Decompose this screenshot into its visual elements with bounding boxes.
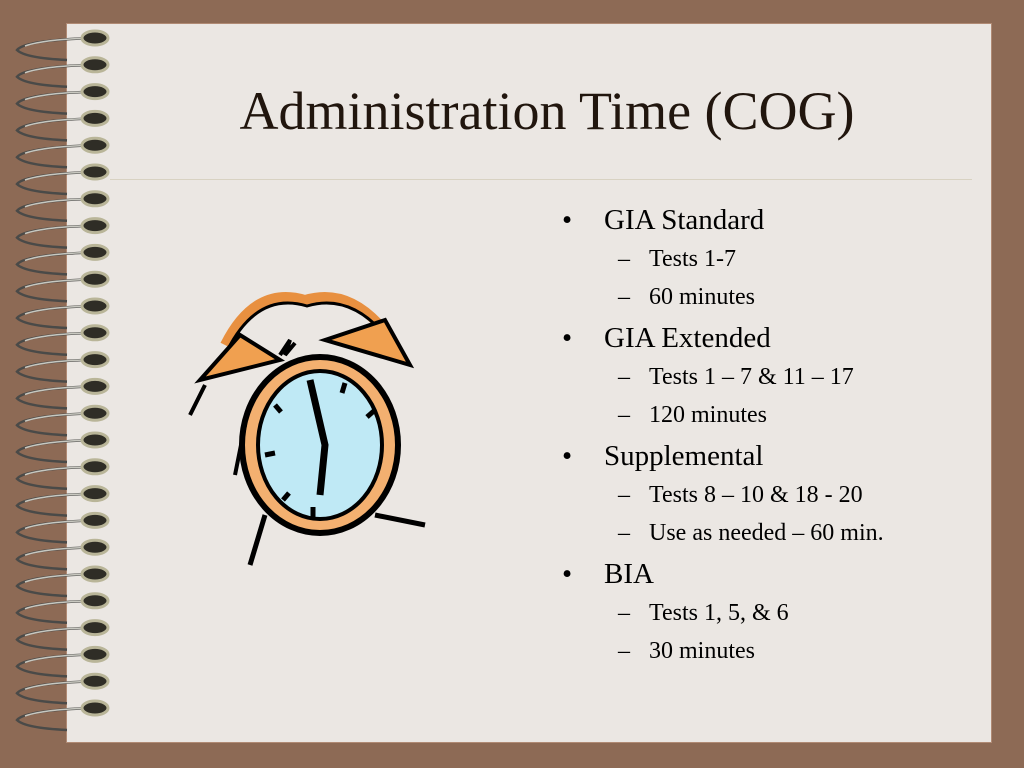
spiral-ring	[15, 404, 110, 437]
spiral-ring	[15, 592, 110, 625]
spiral-ring	[15, 672, 110, 705]
spiral-ring	[15, 297, 110, 330]
bullet-group-supplemental: Supplemental Tests 8 – 10 & 18 - 20 Use …	[562, 436, 884, 552]
spiral-ring	[15, 163, 110, 196]
sub-bullet-item: Tests 8 – 10 & 18 - 20	[562, 476, 884, 514]
bullet-item: BIA	[562, 554, 884, 594]
spiral-ring	[15, 217, 110, 249]
bullet-group-gia-extended: GIA Extended Tests 1 – 7 & 11 – 17 120 m…	[562, 318, 884, 434]
spiral-ring	[15, 485, 110, 517]
spiral-ring	[15, 29, 110, 62]
bullet-group-gia-standard: GIA Standard Tests 1-7 60 minutes	[562, 200, 884, 316]
spiral-ring	[15, 377, 110, 410]
spiral-ring	[15, 324, 110, 357]
spiral-ring	[15, 511, 110, 544]
spiral-ring	[15, 538, 110, 571]
sub-bullet-item: Tests 1-7	[562, 240, 884, 278]
spiral-ring	[15, 270, 110, 303]
spiral-ring	[15, 83, 110, 115]
sub-bullet-item: 120 minutes	[562, 396, 884, 434]
spiral-ring	[15, 458, 110, 491]
spiral-ring	[15, 699, 110, 732]
spiral-ring	[15, 56, 110, 89]
spiral-ring	[15, 619, 110, 651]
spiral-ring	[15, 565, 110, 598]
spiral-ring	[15, 243, 110, 276]
bullet-item: Supplemental	[562, 436, 884, 476]
spiral-ring	[15, 190, 110, 223]
sub-bullet-item: Tests 1 – 7 & 11 – 17	[562, 358, 884, 396]
spiral-ring	[15, 351, 110, 383]
alarm-clock-icon	[188, 292, 426, 566]
slide-title: Administration Time (COG)	[239, 81, 855, 141]
bullet-item: GIA Extended	[562, 318, 884, 358]
sub-bullet-item: Use as needed – 60 min.	[562, 514, 884, 552]
sub-bullet-item: 60 minutes	[562, 278, 884, 316]
spiral-ring	[15, 109, 110, 142]
spiral-binding-icon	[15, 29, 110, 732]
title-divider	[110, 179, 972, 180]
bullet-list: GIA Standard Tests 1-7 60 minutes GIA Ex…	[562, 200, 884, 672]
spiral-ring	[15, 136, 110, 169]
bullet-item: GIA Standard	[562, 200, 884, 240]
bullet-group-bia: BIA Tests 1, 5, & 6 30 minutes	[562, 554, 884, 670]
spiral-ring	[15, 645, 110, 678]
spiral-ring	[15, 431, 110, 464]
sub-bullet-item: 30 minutes	[562, 632, 884, 670]
sub-bullet-item: Tests 1, 5, & 6	[562, 594, 884, 632]
